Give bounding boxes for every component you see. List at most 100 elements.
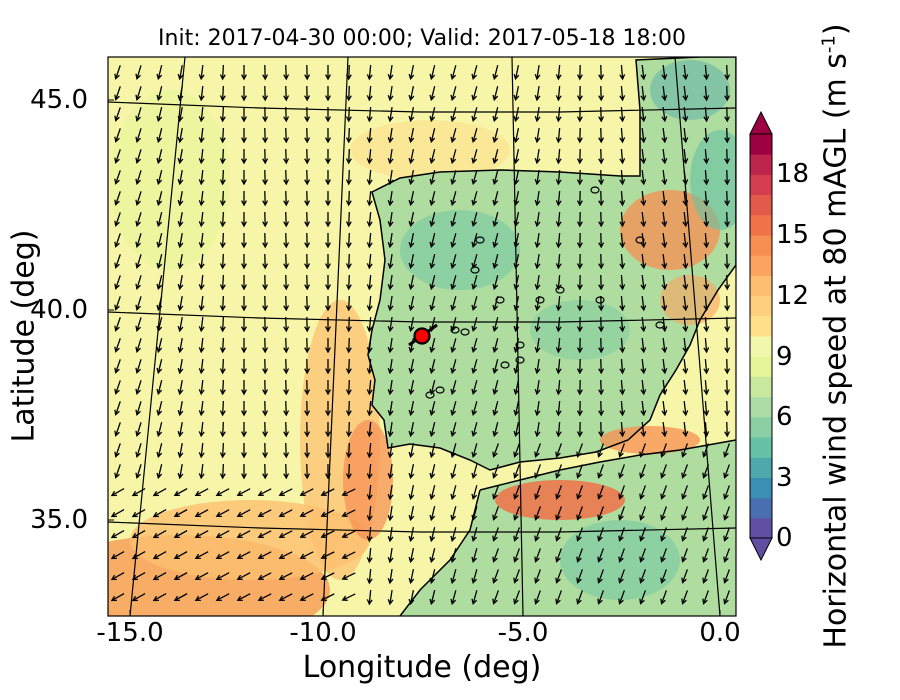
colorbar — [749, 110, 773, 562]
wind-arrow — [451, 149, 457, 163]
wind-arrow-head — [513, 304, 520, 312]
wind-arrow-head — [450, 241, 457, 249]
wind-arrow-head — [283, 200, 290, 207]
wind-arrow-head — [408, 430, 415, 438]
wind-arrow — [136, 359, 142, 373]
wind-arrow — [179, 148, 183, 164]
wind-arrow-head — [724, 431, 731, 438]
wind-arrow — [389, 358, 393, 374]
wind-arrow-head — [555, 389, 562, 396]
wind-arrow-head — [450, 325, 457, 333]
wind-arrow-head — [114, 94, 120, 101]
y-axis-label: Latitude (deg) — [6, 229, 42, 443]
wind-arrow — [681, 527, 689, 541]
wind-arrow — [368, 547, 372, 563]
wind-arrow — [620, 127, 624, 143]
wind-arrow-head — [304, 221, 311, 228]
wind-arrow — [555, 464, 563, 478]
wind-arrow-head — [241, 305, 247, 312]
wind-arrow — [115, 128, 121, 142]
wind-arrow-head — [257, 553, 264, 559]
wind-arrow-head — [660, 577, 666, 584]
wind-arrow — [620, 85, 624, 101]
colorbar-segment — [750, 497, 772, 519]
wind-arrow — [389, 253, 393, 269]
meridian--5 — [511, 57, 524, 616]
wind-arrow — [576, 590, 584, 604]
wind-arrow-head — [534, 220, 541, 228]
colorbar-segment — [750, 477, 772, 499]
wind-arrow-head — [576, 493, 582, 500]
colorbar-segment — [750, 134, 772, 155]
wind-arrow — [157, 254, 163, 268]
wind-arrow — [279, 509, 293, 517]
wind-arrow-head — [114, 409, 120, 416]
wind-arrow-head — [640, 221, 647, 228]
wind-arrow — [221, 316, 225, 332]
wind-arrow-head — [576, 116, 583, 123]
wind-arrow — [285, 190, 287, 206]
wind-arrow-head — [724, 263, 731, 270]
wind-arrow-head — [198, 221, 205, 228]
wind-arrow-head — [724, 368, 731, 375]
wind-arrow-head — [619, 95, 626, 102]
wind-arrow-head — [618, 535, 624, 542]
wind-arrow — [681, 548, 689, 562]
wind-arrow — [409, 86, 415, 100]
wind-arrow — [279, 530, 293, 538]
wind-arrow — [472, 506, 478, 520]
wind-arrow — [557, 337, 561, 353]
wind-arrow-head — [219, 179, 226, 186]
wind-arrow-head — [135, 304, 141, 311]
wind-arrow — [368, 505, 372, 521]
wind-arrow-head — [640, 158, 647, 165]
wind-arrow — [534, 569, 542, 583]
wind-arrow-head — [304, 347, 311, 354]
wind-arrow — [660, 464, 668, 478]
wind-arrow-head — [534, 451, 540, 458]
wind-arrow — [179, 253, 183, 269]
wind-arrow — [536, 358, 540, 374]
wind-arrow-head — [492, 577, 498, 584]
wind-arrow — [237, 530, 251, 538]
wind-arrow-head — [278, 553, 285, 559]
wind-arrow — [321, 551, 335, 559]
wind-arrow-head — [408, 346, 415, 354]
wind-arrow — [115, 191, 121, 205]
wind-arrow — [368, 232, 372, 248]
wind-arrow — [726, 127, 728, 143]
wind-arrow — [493, 65, 499, 79]
wind-arrow-head — [135, 388, 141, 395]
wind-arrow-head — [450, 388, 457, 396]
wind-arrow-head — [576, 137, 583, 144]
colorbar-segment — [750, 154, 772, 175]
lake-contour — [495, 296, 505, 304]
wind-arrow — [620, 190, 624, 206]
wind-arrow — [557, 64, 561, 80]
wind-arrow — [430, 170, 436, 184]
wind-arrow-head — [283, 410, 290, 417]
wind-arrow-head — [341, 532, 348, 538]
wind-arrow-head — [387, 388, 394, 396]
wind-arrow — [618, 590, 626, 604]
wind-arrow-head — [619, 179, 626, 186]
wind-arrow — [216, 551, 230, 559]
wind-arrow-head — [576, 472, 582, 479]
coastline-iberia — [367, 57, 736, 471]
wind-arrow — [300, 509, 314, 517]
wind-arrow — [536, 379, 540, 395]
wind-arrow — [389, 148, 393, 164]
wind-arrow — [681, 464, 689, 478]
wind-arrow-head — [156, 472, 163, 480]
wind-arrow — [157, 464, 163, 478]
wind-arrow-head — [682, 137, 689, 144]
wind-arrow-head — [534, 178, 541, 186]
wind-arrow-head — [219, 431, 226, 438]
colorbar-segment — [750, 315, 772, 337]
wind-arrow — [348, 316, 350, 332]
wind-arrow-head — [492, 556, 498, 563]
colorbar-tick-label: 3 — [776, 463, 793, 493]
wind-arrow-head — [534, 283, 541, 291]
wind-arrow-head — [513, 220, 520, 228]
